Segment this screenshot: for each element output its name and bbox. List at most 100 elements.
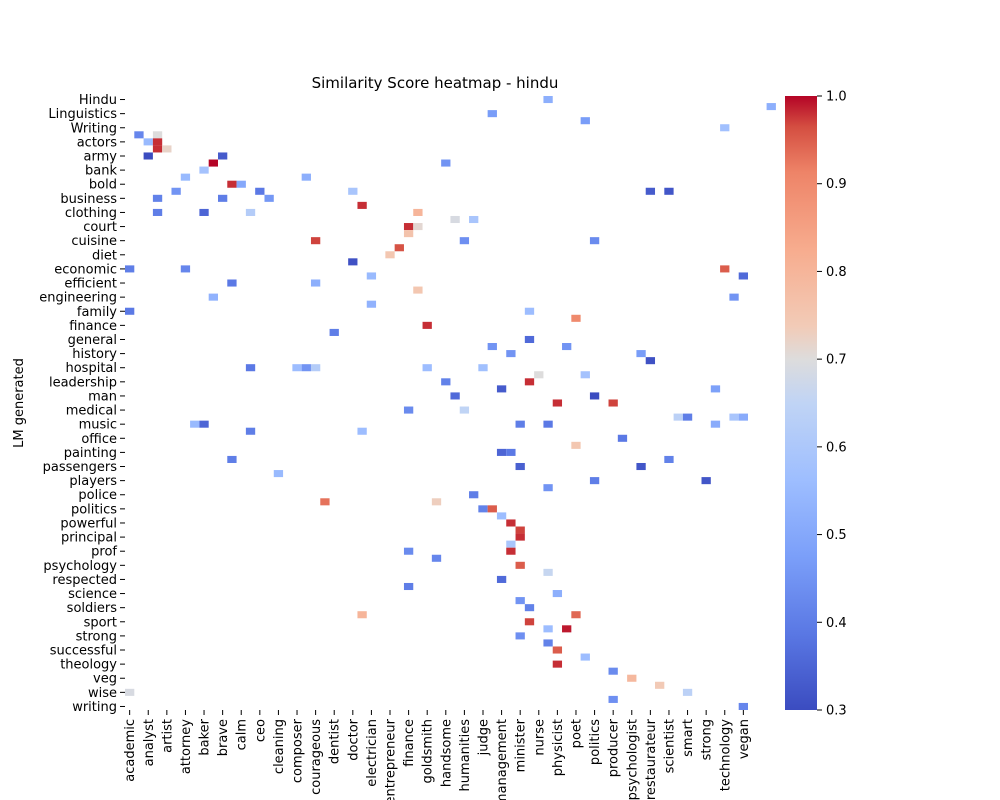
heatmap-cell [729, 413, 739, 421]
colorbar-tick-label: 0.9 [826, 177, 847, 192]
heatmap-cell [403, 547, 414, 555]
heatmap-cell [506, 540, 516, 548]
heatmap-cell [245, 364, 256, 372]
heatmap-cell [543, 96, 553, 104]
heatmap-cell [199, 420, 209, 428]
y-tick-label: medical [66, 404, 117, 419]
heatmap-cell [738, 702, 748, 710]
heatmap-cell [366, 272, 377, 280]
heatmap-cell [357, 201, 367, 209]
x-tick-label: electrician [365, 719, 380, 787]
heatmap-cell [543, 484, 553, 492]
heatmap-cell [608, 667, 618, 675]
x-axis-ticks: academic analyst artist attorney baker brave c… [123, 710, 752, 800]
heatmap-cell [478, 505, 488, 513]
heatmap-cell [589, 477, 600, 485]
heatmap-cell [264, 194, 274, 202]
heatmap-cell [413, 208, 423, 216]
heatmap-cell [320, 498, 330, 506]
y-tick-label: wise [88, 686, 117, 701]
heatmap-cell [738, 413, 748, 421]
heatmap-cell [469, 215, 479, 224]
heatmap-cell [208, 159, 218, 167]
heatmap-cell [701, 477, 711, 485]
x-tick-label: doctor [346, 718, 361, 760]
heatmap-cell [729, 293, 739, 301]
x-tick-label: goldsmith [421, 719, 436, 783]
heatmap-cell [664, 187, 674, 195]
y-tick-label: general [68, 333, 117, 348]
x-tick-label: analyst [142, 719, 157, 766]
y-tick-label: players [69, 474, 117, 489]
heatmap-cell [515, 526, 525, 534]
heatmap-cell [227, 279, 237, 287]
y-tick-label: hospital [65, 361, 117, 376]
colorbar: 1.0 0.9 0.8 0.7 0.6 0.5 0.4 0.3 [785, 90, 847, 719]
heatmap-cell [217, 152, 228, 160]
heatmap-cell [515, 597, 525, 605]
x-tick-label: producer [607, 718, 622, 777]
y-tick-label: science [68, 587, 117, 602]
heatmap-cell [190, 420, 200, 428]
heatmap-cell [664, 455, 674, 463]
x-tick-label: dentist [328, 719, 343, 764]
y-tick-label: soldiers [67, 601, 118, 616]
heatmap-cell [152, 131, 163, 139]
x-tick-label: baker [198, 718, 213, 755]
heatmap-cell [506, 448, 516, 456]
x-tick-label: finance [402, 719, 417, 767]
y-tick-label: Hindu [79, 93, 117, 108]
x-tick-label: courageous [309, 719, 324, 795]
heatmap-cell [403, 406, 414, 414]
y-tick-label: writing [72, 700, 117, 715]
x-tick-label: cleaning [272, 719, 287, 774]
x-tick-label: nurse [532, 719, 547, 756]
heatmap-cell [534, 371, 544, 379]
heatmap-cell [617, 434, 628, 442]
y-tick-label: office [81, 432, 117, 447]
heatmap-cell [227, 180, 237, 188]
heatmap-cell [552, 646, 563, 654]
heatmap-cell [710, 420, 721, 428]
heatmap-cell [310, 364, 321, 372]
heatmap-cell [655, 681, 665, 689]
x-tick-label: brave [216, 719, 231, 756]
y-tick-label: business [60, 192, 117, 207]
y-tick-label: psychology [43, 559, 117, 574]
heatmap-cell [441, 159, 451, 167]
heatmap-cell [459, 406, 470, 414]
heatmap-cell [645, 187, 656, 195]
heatmap-cell [245, 427, 256, 435]
heatmap-cell [162, 145, 172, 153]
heatmap-cell [766, 103, 776, 111]
heatmap-cell [348, 258, 358, 266]
heatmap-cell [524, 378, 535, 386]
heatmap-cell [496, 575, 507, 583]
heatmap-cell [487, 110, 497, 118]
x-tick-label: scientist [662, 719, 677, 773]
colorbar-tick-label: 0.7 [826, 353, 847, 368]
x-tick-label: ceo [253, 719, 268, 742]
y-tick-label: politics [71, 502, 117, 517]
x-tick-label: psychologist [625, 719, 640, 800]
y-tick-label: clothing [65, 206, 117, 221]
heatmap-cell [403, 582, 414, 591]
heatmap-cell [571, 611, 581, 619]
x-tick-label: vegan [737, 719, 752, 759]
heatmap-cell [552, 660, 563, 668]
x-tick-label: management [495, 719, 510, 800]
y-tick-label: sport [84, 615, 117, 630]
x-tick-label: humanities [458, 719, 473, 792]
heatmap-cell [292, 364, 302, 372]
heatmap-cell [506, 547, 516, 555]
heatmap-cell [645, 357, 656, 365]
y-tick-label: engineering [39, 291, 117, 306]
heatmap-cell [310, 237, 321, 245]
x-tick-label: handsome [439, 719, 454, 787]
heatmap-cell [496, 448, 507, 456]
heatmap-cell [682, 413, 693, 421]
heatmap-cell [571, 441, 581, 449]
heatmap-cell [413, 286, 423, 294]
y-tick-label: passengers [43, 460, 118, 475]
x-tick-label: calm [235, 719, 250, 750]
